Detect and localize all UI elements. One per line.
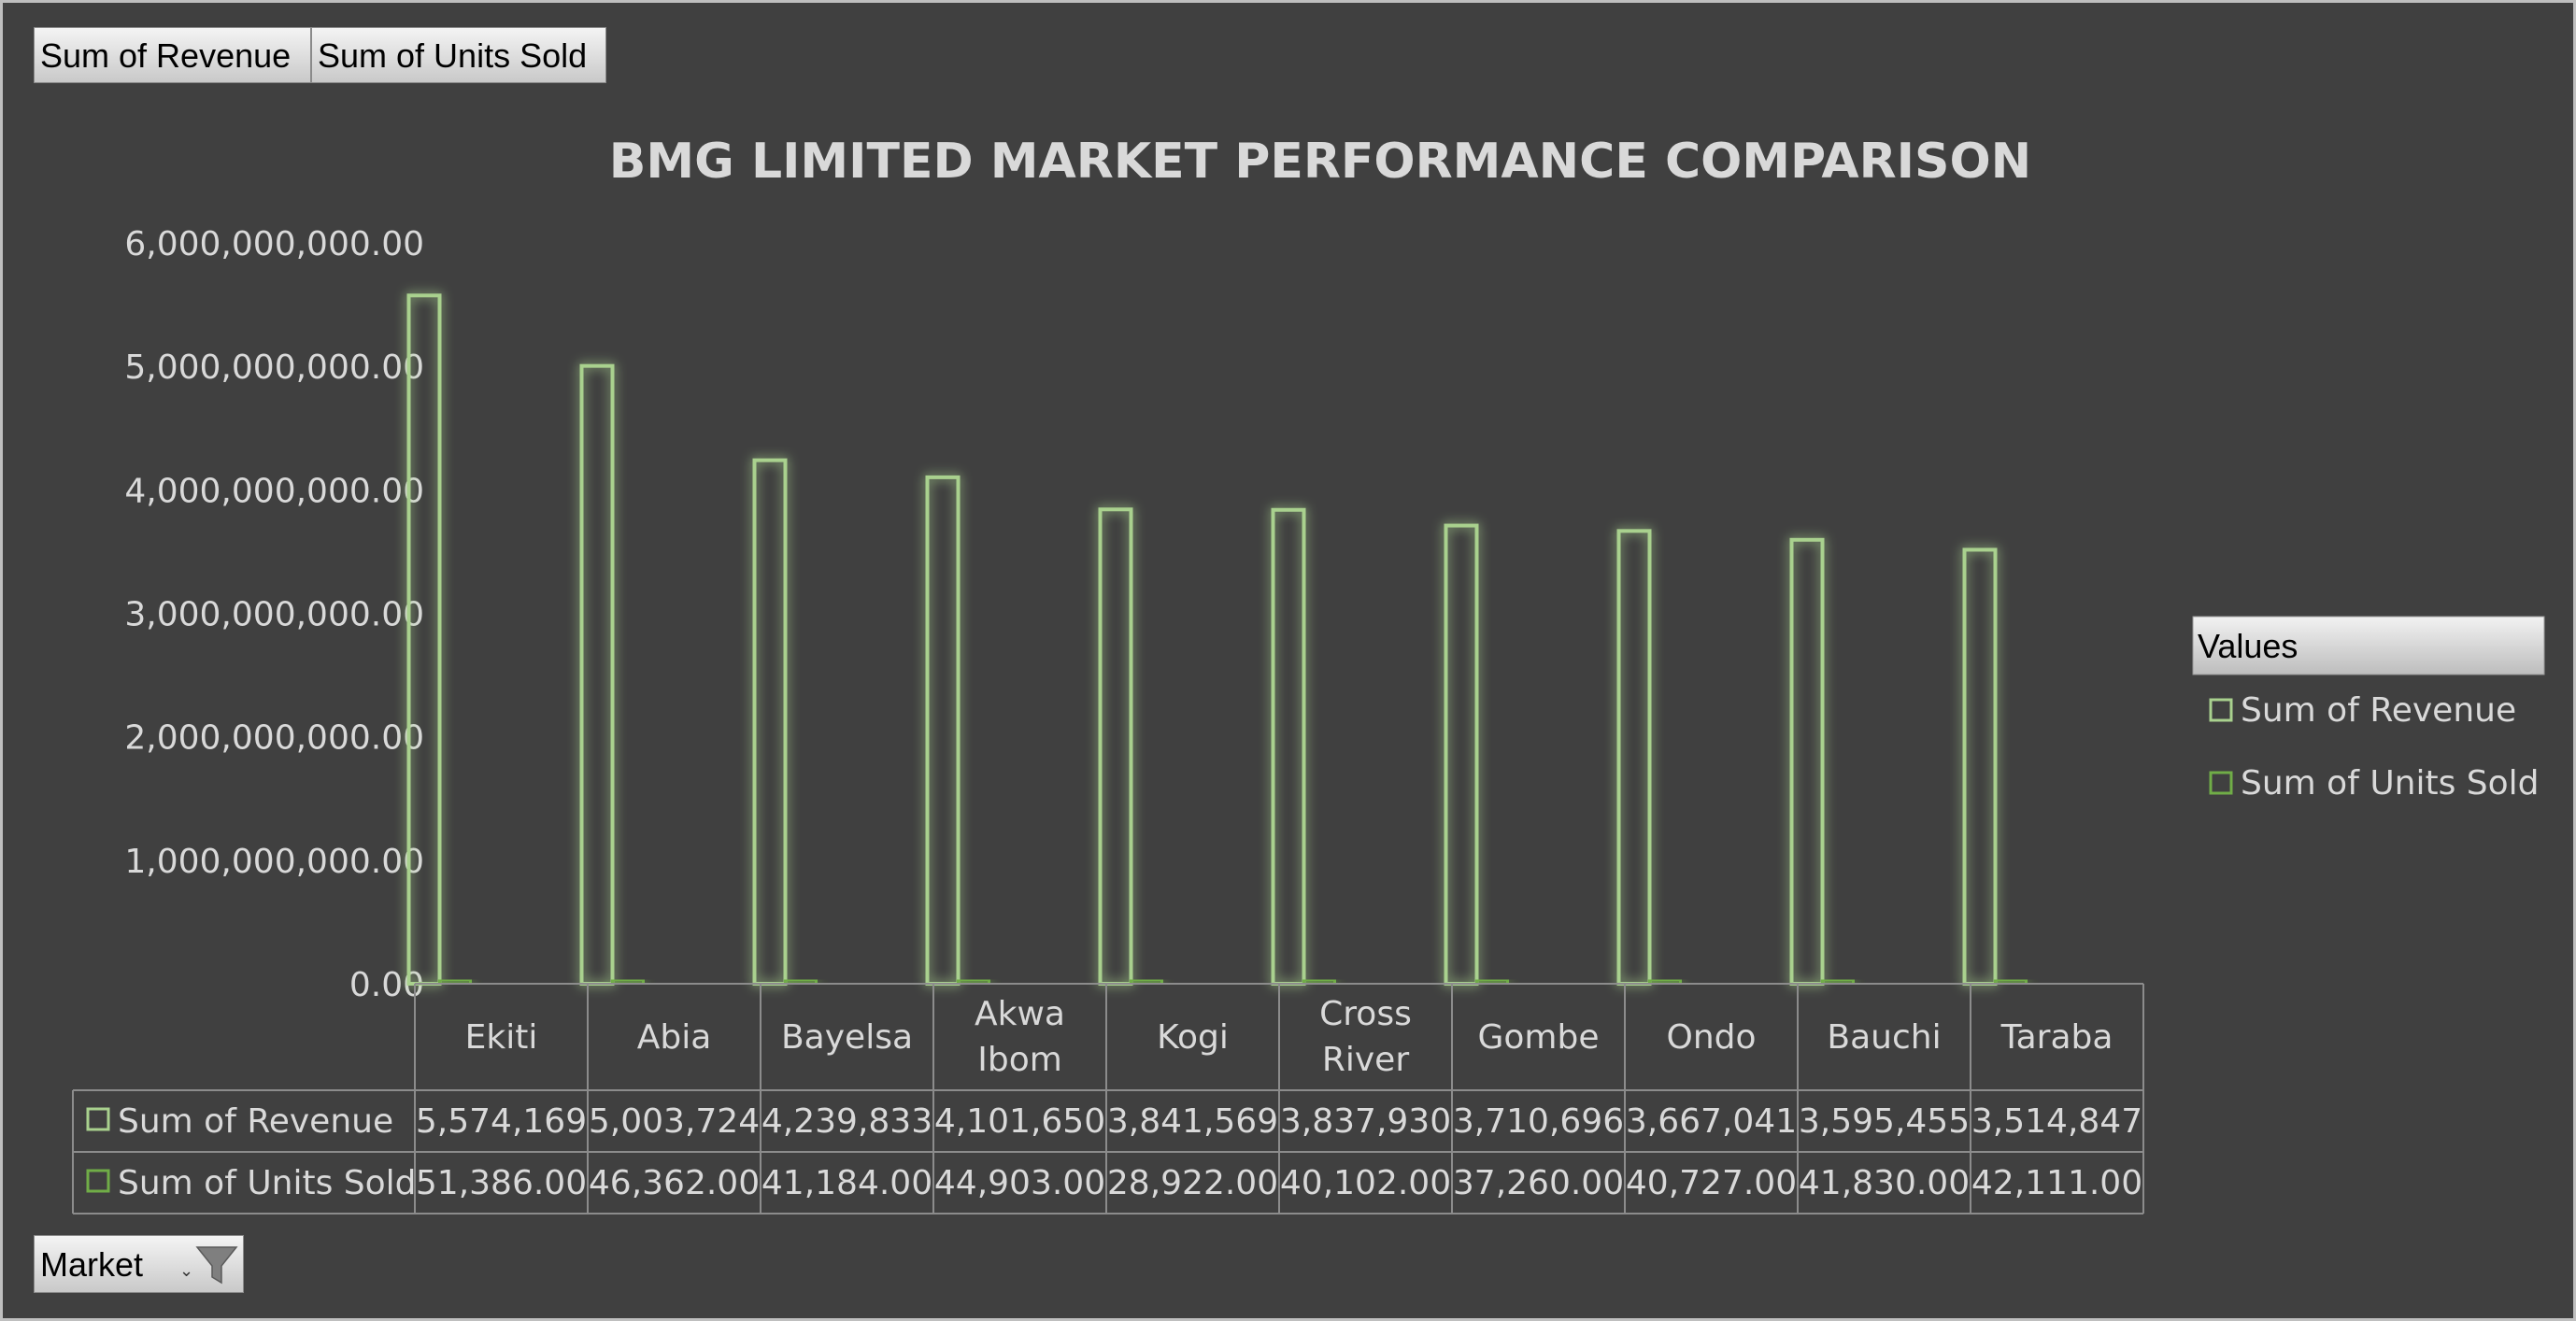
units-sold-value-cell: 28,922.00: [1107, 1164, 1278, 1202]
category-label: Taraba: [2000, 1018, 2113, 1057]
bar-revenue: [1616, 529, 1652, 986]
units-sold-value-cell: 42,111.00: [1971, 1164, 2142, 1202]
legend-header: [2192, 616, 2545, 675]
legend-item-label: Sum of Revenue: [2241, 691, 2516, 730]
sum-of-units-sold-field-button[interactable]: Sum of Units Sold: [311, 27, 606, 83]
units-sold-value-cell: 37,260.00: [1453, 1164, 1624, 1202]
units-sold-legend-key: [86, 1169, 110, 1193]
y-tick-label: 5,000,000,000.00: [124, 348, 424, 387]
y-axis: 0.001,000,000,000.002,000,000,000.003,00…: [124, 225, 424, 1004]
category-label: Kogi: [1157, 1018, 1229, 1057]
revenue-value-cell: 3,710,696: [1453, 1102, 1624, 1141]
category-label: Bayelsa: [781, 1018, 913, 1057]
category-label: Gombe: [1478, 1018, 1600, 1057]
bar-revenue: [1271, 507, 1306, 987]
units-sold-value-cell: 46,362.00: [589, 1164, 760, 1202]
bar-revenue: [925, 475, 961, 986]
market-filter-button[interactable]: Market ⌄: [34, 1235, 244, 1293]
legend-key: [2209, 771, 2233, 795]
revenue-value-cell: 5,574,169: [416, 1102, 587, 1141]
bar-revenue: [1962, 547, 1998, 987]
revenue-value-cell: 3,514,847: [1971, 1102, 2142, 1141]
category-label: Bauchi: [1827, 1018, 1941, 1057]
revenue-value-cell: 5,003,724: [589, 1102, 760, 1141]
y-tick-label: 2,000,000,000.00: [124, 719, 424, 758]
bar-revenue: [1789, 537, 1825, 987]
units-sold-value-cell: 44,903.00: [934, 1164, 1105, 1202]
units-sold-value-cell: 51,386.00: [416, 1164, 587, 1202]
market-filter-label: Market: [40, 1245, 144, 1284]
y-tick-label: 1,000,000,000.00: [124, 843, 424, 881]
bar-series: [406, 293, 2028, 987]
revenue-value-cell: 3,837,930: [1280, 1102, 1451, 1141]
sum-of-revenue-field-button[interactable]: Sum of Revenue: [34, 27, 311, 83]
revenue-value-cell: 3,595,455: [1799, 1102, 1970, 1141]
revenue-value-cell: 4,239,833: [761, 1102, 932, 1141]
revenue-value-cell: 3,667,041: [1626, 1102, 1797, 1141]
revenue-legend-key: [86, 1107, 110, 1131]
category-label: Ondo: [1666, 1018, 1756, 1057]
category-label: Abia: [637, 1018, 712, 1057]
row-header-units-sold: Sum of Units Sold: [118, 1164, 417, 1202]
revenue-value-cell: 3,841,569: [1107, 1102, 1278, 1141]
filter-funnel-icon: [195, 1246, 238, 1285]
category-label: Cross River: [1319, 995, 1412, 1079]
y-tick-label: 3,000,000,000.00: [124, 596, 424, 634]
bar-revenue: [1444, 523, 1479, 987]
units-sold-value-cell: 40,102.00: [1280, 1164, 1451, 1202]
category-label: Akwa Ibom: [975, 995, 1065, 1079]
dropdown-arrow-icon: ⌄: [179, 1261, 194, 1280]
legend-title: Values: [2198, 627, 2298, 665]
units-sold-value-cell: 40,727.00: [1626, 1164, 1797, 1202]
bar-revenue: [1098, 507, 1133, 986]
units-sold-value-cell: 41,184.00: [761, 1164, 932, 1202]
category-label: Ekiti: [465, 1018, 538, 1057]
legend-key: [2209, 698, 2233, 722]
bar-revenue: [579, 363, 615, 986]
y-tick-label: 6,000,000,000.00: [124, 225, 424, 263]
bar-revenue: [752, 458, 788, 987]
data-table: Ekiti 5,574,169 51,386.00 Abia 5,003,724 46,3…: [72, 983, 2144, 1214]
legend-item-label: Sum of Units Sold: [2241, 764, 2540, 803]
revenue-value-cell: 4,101,650: [934, 1102, 1105, 1141]
units-sold-value-cell: 41,830.00: [1799, 1164, 1970, 1202]
row-header-revenue: Sum of Revenue: [118, 1102, 393, 1141]
chart-title: BMG LIMITED MARKET PERFORMANCE COMPARISO…: [609, 134, 2031, 190]
legend: Values Sum of Revenue Sum of Units Sold: [2192, 616, 2545, 803]
y-tick-label: 4,000,000,000.00: [124, 472, 424, 510]
